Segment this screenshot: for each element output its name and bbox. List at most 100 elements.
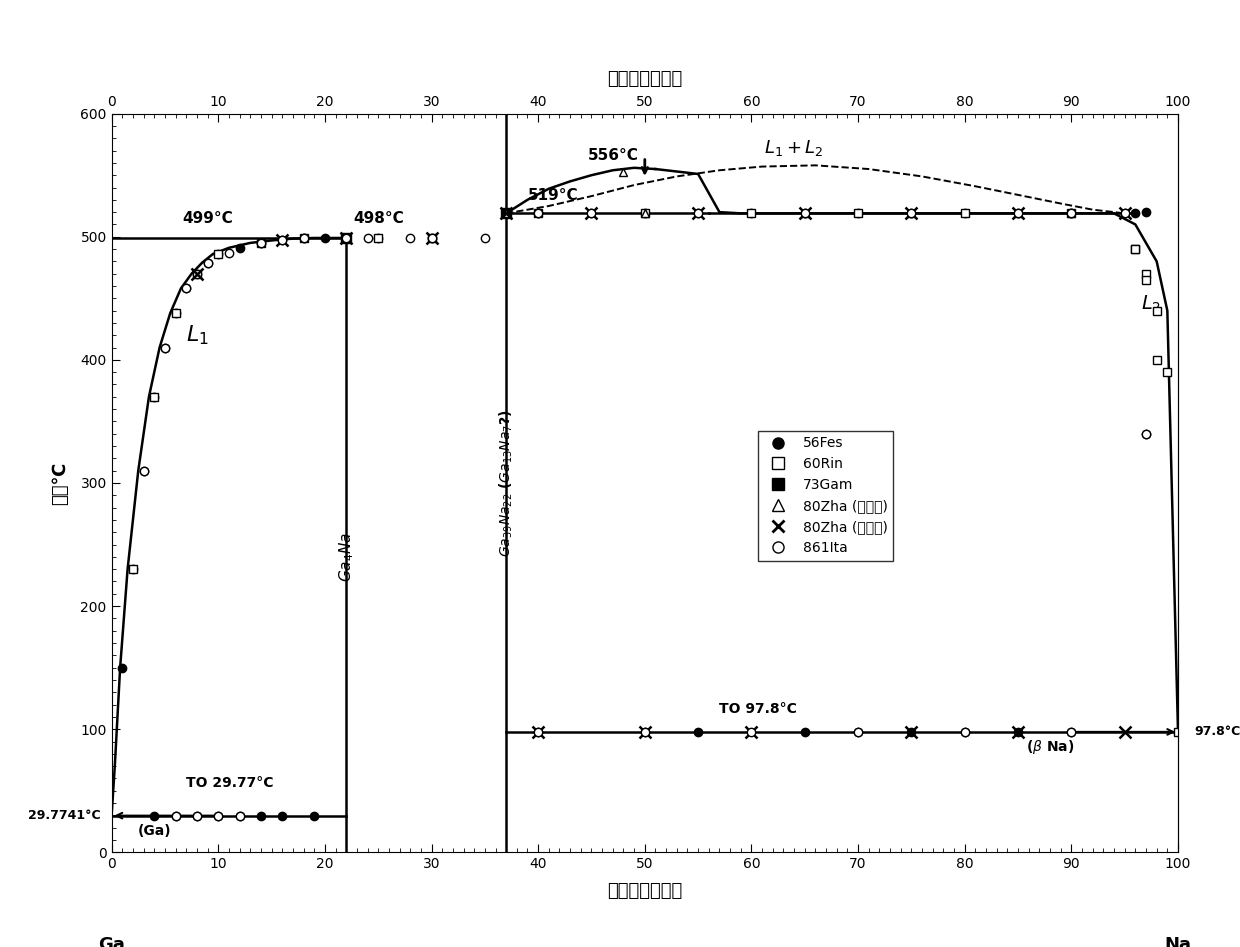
56Fes [1064,207,1079,219]
861Ita [403,232,418,243]
60Rin [125,563,140,575]
60Rin [1128,243,1143,255]
60Rin [169,308,184,319]
Y-axis label: 温度℃: 温度℃ [51,461,69,505]
Text: TO 97.8°C: TO 97.8°C [719,702,797,716]
80Zha (磁化率) [797,207,812,219]
80Zha (磁化率) [424,232,439,243]
Legend: 56Fes, 60Rin, 73Gam, 80Zha (电导率), 80Zha (磁化率), 861Ita: 56Fes, 60Rin, 73Gam, 80Zha (电导率), 80Zha … [759,431,893,561]
861Ita [531,207,546,219]
Text: 498°C: 498°C [353,211,403,226]
Line: 861Ita: 861Ita [139,209,1151,474]
Text: $Ga_{39}Na_{22}$ ($Ga_{13}Na_7$?): $Ga_{39}Na_{22}$ ($Ga_{13}Na_7$?) [497,409,515,557]
73Gam [498,207,513,219]
60Rin [371,232,386,243]
56Fes [957,207,972,219]
80Zha (电导率) [1011,207,1025,219]
Text: 97.8°C: 97.8°C [1194,725,1240,739]
56Fes [146,391,161,402]
861Ita [296,232,311,243]
861Ita [360,232,374,243]
60Rin [531,207,546,219]
56Fes [637,207,652,219]
Line: 60Rin: 60Rin [129,209,1182,736]
60Rin [211,248,226,259]
80Zha (磁化率) [1117,207,1132,219]
56Fes [211,248,226,259]
73Gam [339,232,353,243]
861Ita [904,207,919,219]
80Zha (电导率) [797,207,812,219]
56Fes [424,232,439,243]
56Fes [296,232,311,243]
861Ita [179,283,193,295]
Line: 56Fes: 56Fes [118,208,1151,671]
56Fes [275,235,290,246]
60Rin [637,207,652,219]
60Rin [1064,207,1079,219]
56Fes [371,232,386,243]
861Ita [253,237,268,248]
60Rin [1138,268,1153,279]
60Rin [1149,305,1164,316]
56Fes [253,237,268,248]
Text: $L_1$: $L_1$ [186,324,208,347]
861Ita [1011,207,1025,219]
56Fes [200,257,215,268]
56Fes [584,207,599,219]
56Fes [232,242,247,254]
56Fes [797,207,812,219]
861Ita [275,235,290,246]
56Fes [1128,207,1143,219]
56Fes [115,662,130,673]
80Zha (磁化率) [339,232,353,243]
56Fes [531,207,546,219]
861Ita [200,257,215,268]
80Zha (磁化率) [498,207,513,219]
56Fes [851,207,866,219]
56Fes [190,268,205,279]
56Fes [136,465,151,476]
80Zha (磁化率) [275,235,290,246]
60Rin [851,207,866,219]
60Rin [744,207,759,219]
80Zha (磁化率) [1011,207,1025,219]
861Ita [136,465,151,476]
Text: Na: Na [1164,936,1192,947]
56Fes [691,207,706,219]
861Ita [1117,207,1132,219]
56Fes [169,308,184,319]
56Fes [317,232,332,243]
861Ita [797,207,812,219]
X-axis label: 钒的原子百分比: 钒的原子百分比 [608,883,682,901]
Text: 519°C: 519°C [527,188,578,203]
861Ita [222,247,237,259]
861Ita [1064,207,1079,219]
861Ita [339,232,353,243]
Text: 499°C: 499°C [182,211,233,226]
861Ita [691,207,706,219]
60Rin [498,207,513,219]
861Ita [477,232,492,243]
Text: Ga: Ga [98,936,125,947]
Line: 80Zha (磁化率): 80Zha (磁化率) [191,207,1130,279]
60Rin [1171,726,1185,738]
60Rin [146,391,161,402]
60Rin [253,237,268,248]
861Ita [157,342,172,353]
Text: $L_1 + L_2$: $L_1 + L_2$ [764,138,823,158]
80Zha (磁化率) [904,207,919,219]
60Rin [957,207,972,219]
60Rin [190,268,205,279]
56Fes [1117,207,1132,219]
80Zha (磁化率) [691,207,706,219]
56Fes [339,232,353,243]
Text: TO 29.77°C: TO 29.77°C [186,776,274,790]
60Rin [424,232,439,243]
80Zha (电导率) [637,207,652,219]
80Zha (电导率) [904,207,919,219]
Text: (Ga): (Ga) [138,824,171,838]
80Zha (磁化率) [584,207,599,219]
80Zha (电导率) [498,207,513,219]
56Fes [498,207,513,219]
